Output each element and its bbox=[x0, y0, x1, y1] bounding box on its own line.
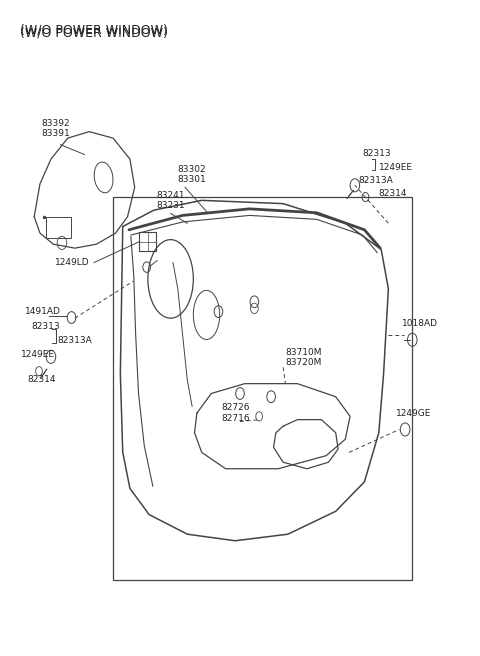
Bar bbox=[113, 197, 412, 580]
Text: 82726
82716: 82726 82716 bbox=[221, 403, 250, 422]
Text: 1249GE: 1249GE bbox=[396, 409, 431, 419]
Text: 83710M
83720M: 83710M 83720M bbox=[286, 348, 322, 367]
Text: 82313: 82313 bbox=[362, 149, 391, 158]
Text: 83302
83301: 83302 83301 bbox=[178, 165, 206, 184]
Text: (W/O POWER WINDOW): (W/O POWER WINDOW) bbox=[20, 24, 168, 37]
Bar bbox=[46, 216, 71, 237]
Text: 83241
83231: 83241 83231 bbox=[156, 191, 185, 210]
Text: 82313: 82313 bbox=[32, 321, 60, 331]
Text: 1249LD: 1249LD bbox=[55, 258, 89, 267]
Text: 82314: 82314 bbox=[379, 190, 408, 198]
Text: 1249EE: 1249EE bbox=[379, 163, 413, 173]
Text: 1491AD: 1491AD bbox=[24, 307, 60, 316]
Text: 82313A: 82313A bbox=[359, 176, 394, 185]
Text: 83392
83391: 83392 83391 bbox=[41, 119, 70, 138]
Text: (W/O POWER WINDOW): (W/O POWER WINDOW) bbox=[20, 27, 168, 40]
Text: 82314: 82314 bbox=[27, 375, 56, 384]
Text: 1249EE: 1249EE bbox=[21, 350, 55, 359]
Text: 82313A: 82313A bbox=[57, 336, 92, 345]
Text: 1018AD: 1018AD bbox=[402, 319, 438, 328]
Bar bbox=[140, 232, 156, 251]
